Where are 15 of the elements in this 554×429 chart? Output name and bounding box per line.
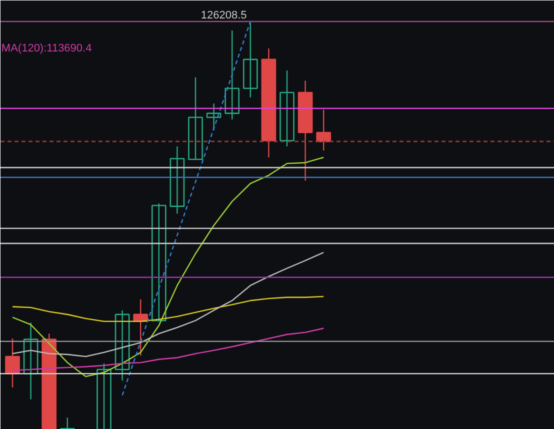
candlestick — [280, 70, 294, 147]
candlestick — [5, 338, 20, 388]
candlestick — [23, 322, 38, 400]
candlestick — [242, 20, 258, 98]
candlestick — [114, 310, 130, 382]
candlestick — [96, 362, 112, 429]
text: MA(120):113690.4 — [1, 42, 92, 54]
candlestick — [170, 146, 185, 214]
candlestick — [60, 417, 75, 429]
annotation: 126208.5 — [200, 10, 247, 22]
candlestick — [188, 76, 203, 160]
candlestick — [316, 109, 332, 152]
candlestick — [151, 202, 166, 322]
candlestick — [206, 102, 222, 132]
candlestick — [224, 30, 240, 120]
